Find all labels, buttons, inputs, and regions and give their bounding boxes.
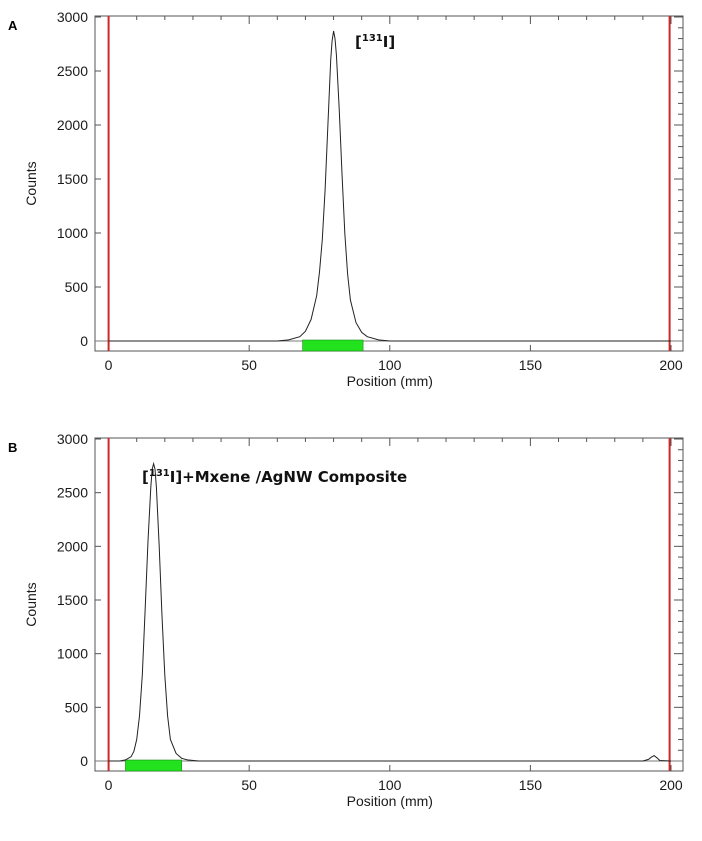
- x-tick-label: 150: [519, 777, 543, 793]
- y-tick-label: 1000: [57, 646, 88, 662]
- peak-annotation: [131I]+Mxene /AgNW Composite: [142, 468, 407, 486]
- y-tick-label: 0: [80, 333, 88, 349]
- y-tick-label: 3000: [57, 9, 88, 25]
- x-tick-label: 200: [659, 777, 683, 793]
- series-line: [108, 461, 672, 762]
- y-tick-label: 1500: [57, 592, 88, 608]
- x-tick-label: 100: [378, 777, 402, 793]
- x-tick-label: 100: [378, 357, 402, 373]
- y-tick-label: 0: [80, 753, 88, 769]
- x-tick-label: 50: [241, 777, 257, 793]
- y-tick-label: 2000: [57, 538, 88, 554]
- y-tick-label: 3000: [57, 431, 88, 447]
- x-tick-label: 150: [519, 357, 543, 373]
- y-tick-label: 500: [65, 279, 89, 295]
- plot-frame: [94, 437, 684, 772]
- y-tick-label: 2500: [57, 485, 88, 501]
- roi-bar: [302, 339, 364, 352]
- x-tick-label: 200: [659, 357, 683, 373]
- y-tick-label: 2000: [57, 117, 88, 133]
- y-axis-label: Counts: [23, 161, 39, 205]
- x-tick-label: 50: [241, 357, 257, 373]
- x-tick-label: 0: [105, 357, 113, 373]
- panel-a-letter: A: [8, 18, 18, 33]
- plot-frame: [94, 15, 684, 352]
- y-tick-label: 500: [65, 699, 89, 715]
- x-tick-label: 0: [105, 777, 113, 793]
- x-axis-label: Position (mm): [347, 793, 433, 809]
- panel-b: B 0 500 1000 1500 2000 2500 3000 0 50 100 150 200 Pos…: [0, 418, 702, 836]
- y-tick-label: 1000: [57, 225, 88, 241]
- panel-a-chart: A 0 500 1000 1500 2000 2500 3000 0 50 100 150 200 Pos…: [8, 9, 684, 389]
- x-axis-label: Position (mm): [347, 373, 433, 389]
- peak-annotation: [131I]: [355, 33, 395, 51]
- roi-bar: [125, 759, 182, 772]
- panel-b-chart: B 0 500 1000 1500 2000 2500 3000 0 50 100 150 200 Pos…: [8, 431, 684, 809]
- panel-a: A 0 500 1000 1500 2000 2500 3000 0 50 100 150 200 Pos…: [0, 0, 702, 418]
- series-line: [108, 30, 671, 342]
- y-tick-label: 2500: [57, 63, 88, 79]
- y-axis-label: Counts: [23, 582, 39, 626]
- panel-b-letter: B: [8, 440, 17, 455]
- y-tick-label: 1500: [57, 171, 88, 187]
